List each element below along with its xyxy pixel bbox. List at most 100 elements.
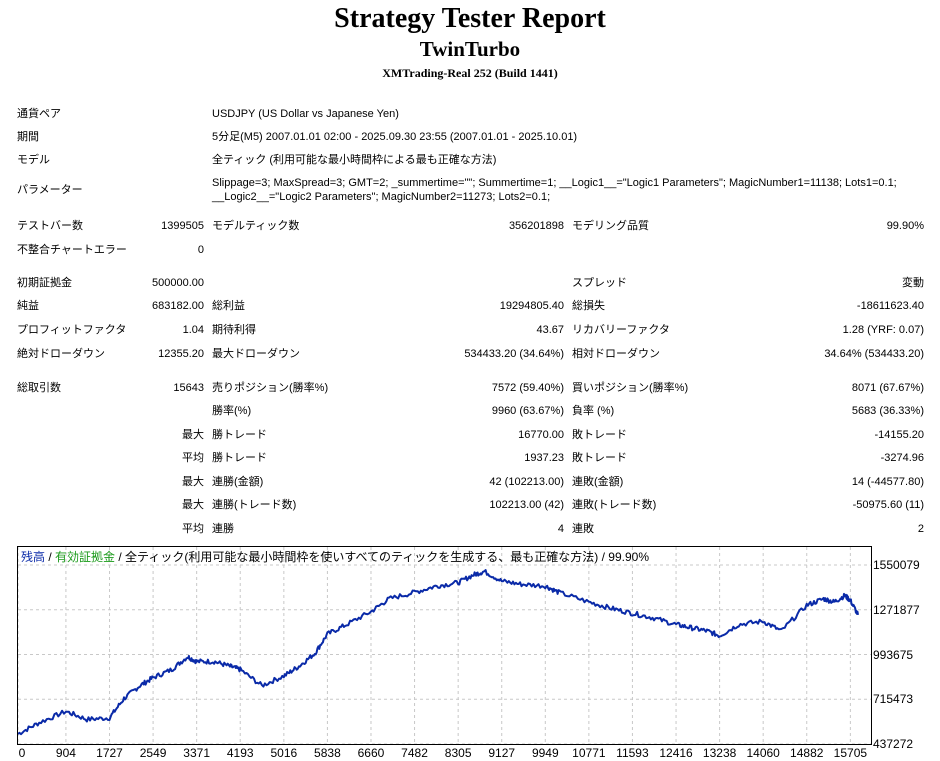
y-tick-label: 437272	[873, 737, 914, 751]
x-tick-label: 10771	[572, 746, 606, 760]
x-tick-label: 3371	[183, 746, 211, 760]
recovery-factor-label: リカバリーファクタ	[572, 324, 670, 336]
x-tick-label: 14060	[746, 746, 780, 760]
legend-equity: 有効証拠金	[55, 550, 116, 564]
legend-balance: 残高	[21, 550, 46, 564]
errors-value: 0	[197, 244, 204, 256]
recovery-factor-value: 1.28 (YRF: 0.07)	[842, 324, 924, 336]
avg-consec-win-value: 4	[557, 523, 564, 535]
consec-win-count-label: 連勝(トレード数)	[212, 499, 297, 511]
quality-value: 99.90%	[886, 220, 924, 232]
max-qualifier: 最大	[182, 429, 204, 441]
symbol-value: USDJPY (US Dollar vs Japanese Yen)	[212, 108, 399, 120]
avg-win-label: 勝トレード	[212, 452, 267, 464]
x-tick-label: 5838	[314, 746, 341, 760]
expected-payoff-label: 期待利得	[212, 324, 256, 336]
consec-win-amount-value: 42 (102213.00)	[489, 476, 564, 488]
x-tick-label: 15705	[833, 746, 868, 760]
y-tick-label: 715473	[873, 692, 914, 707]
x-tick-label: 6660	[357, 746, 385, 760]
x-tick-label: 12416	[659, 746, 693, 760]
model-value: 全ティック (利用可能な最小時間枠による最も正確な方法)	[212, 154, 497, 166]
profit-factor-value: 1.04	[182, 324, 204, 336]
max-drawdown-label: 最大ドローダウン	[212, 348, 300, 360]
x-tick-label: 13238	[702, 746, 737, 760]
symbol-label: 通貨ペア	[17, 108, 61, 120]
x-tick-label: 14882	[790, 746, 824, 760]
ea-name: TwinTurbo	[419, 37, 521, 61]
avg-consec-win-label: 連勝	[212, 523, 234, 535]
quality-label: モデリング品質	[572, 220, 649, 232]
balance-series-line	[18, 569, 859, 736]
y-tick-label: 1550079	[873, 558, 920, 572]
max-win-label: 勝トレード	[212, 429, 267, 441]
legend-model-info: / 全ティック(利用可能な最小時間枠を使いすべてのティックを生成する、最も正確な…	[115, 550, 649, 564]
ticks-label: モデルティック数	[212, 220, 300, 232]
server-build: XMTrading-Real 252 (Build 1441)	[382, 66, 558, 80]
x-tick-label: 11593	[616, 746, 649, 760]
avg-loss-label: 敗トレード	[572, 452, 627, 464]
win-rate-value: 9960 (63.67%)	[491, 405, 564, 417]
max-qualifier: 最大	[182, 499, 204, 511]
legend-separator: /	[45, 550, 56, 564]
abs-drawdown-label: 絶対ドローダウン	[17, 348, 105, 360]
model-label: モデル	[17, 154, 50, 166]
x-tick-label: 2549	[139, 746, 167, 760]
x-tick-label: 5016	[270, 746, 298, 760]
x-tick-label: 4193	[226, 746, 254, 760]
consec-loss-count-label: 連敗(トレード数)	[572, 499, 657, 511]
short-positions-value: 7572 (59.40%)	[491, 382, 564, 394]
x-tick-label: 8305	[444, 746, 472, 760]
max-win-value: 16770.00	[518, 429, 564, 441]
max-loss-label: 敗トレード	[572, 429, 627, 441]
bars-value: 1399505	[161, 220, 204, 232]
deposit-label: 初期証拠金	[17, 277, 72, 289]
expected-payoff-value: 43.67	[536, 324, 564, 336]
consec-loss-count-value: -50975.60 (11)	[852, 499, 924, 511]
net-profit-value: 683182.00	[152, 300, 204, 312]
x-tick-label: 7482	[401, 746, 428, 760]
x-tick-label: 904	[55, 746, 76, 760]
gross-profit-value: 19294805.40	[499, 300, 564, 312]
short-positions-label: 売りポジション(勝率%)	[212, 382, 329, 394]
consec-loss-amount-value: 14 (-44577.80)	[851, 476, 924, 488]
params-value: Slippage=3; MaxSpread=3; GMT=2; _summert…	[212, 177, 897, 203]
total-trades-value: 15643	[173, 382, 204, 394]
errors-label: 不整合チャートエラー	[17, 244, 127, 256]
gross-loss-value: -18611623.40	[856, 300, 924, 312]
period-value: 5分足(M5) 2007.01.01 02:00 - 2025.09.30 23…	[212, 131, 578, 143]
x-tick-label: 9127	[488, 746, 516, 760]
loss-rate-value: 5683 (36.33%)	[851, 405, 924, 417]
avg-loss-value: -3274.96	[880, 452, 924, 464]
ticks-value: 356201898	[508, 220, 564, 232]
avg-consec-loss-value: 2	[917, 523, 924, 535]
deposit-value: 500000.00	[152, 277, 204, 289]
x-tick-label: 0	[18, 746, 26, 760]
consec-loss-amount-label: 連敗(金額)	[572, 476, 624, 488]
x-tick-label: 1727	[96, 746, 123, 760]
gross-profit-label: 総利益	[212, 300, 245, 312]
balance-chart-plot	[18, 547, 871, 744]
net-profit-label: 純益	[17, 300, 39, 312]
avg-qualifier: 平均	[182, 523, 204, 535]
long-positions-value: 8071 (67.67%)	[851, 382, 924, 394]
period-label: 期間	[17, 131, 39, 143]
chart-legend: 残高 / 有効証拠金 / 全ティック(利用可能な最小時間枠を使いすべてのティック…	[21, 550, 649, 564]
max-loss-value: -14155.20	[874, 429, 924, 441]
gross-loss-label: 総損失	[572, 300, 605, 312]
win-rate-label: 勝率(%)	[212, 405, 252, 417]
x-tick-label: 9949	[531, 746, 559, 760]
spread-value: 変動	[902, 277, 924, 289]
report-title: Strategy Tester Report	[334, 3, 606, 34]
loss-rate-label: 負率 (%)	[572, 405, 615, 417]
bars-label: テストバー数	[17, 220, 83, 232]
y-tick-label: 1271877	[873, 602, 920, 617]
max-qualifier: 最大	[182, 476, 204, 488]
profit-factor-label: プロフィットファクタ	[17, 324, 127, 336]
abs-drawdown-value: 12355.20	[158, 348, 204, 360]
y-tick-label: 993675	[873, 647, 914, 662]
avg-qualifier: 平均	[182, 452, 204, 464]
consec-win-count-value: 102213.00 (42)	[489, 499, 564, 511]
consec-win-amount-label: 連勝(金額)	[212, 476, 264, 488]
spread-label: スプレッド	[572, 277, 627, 289]
